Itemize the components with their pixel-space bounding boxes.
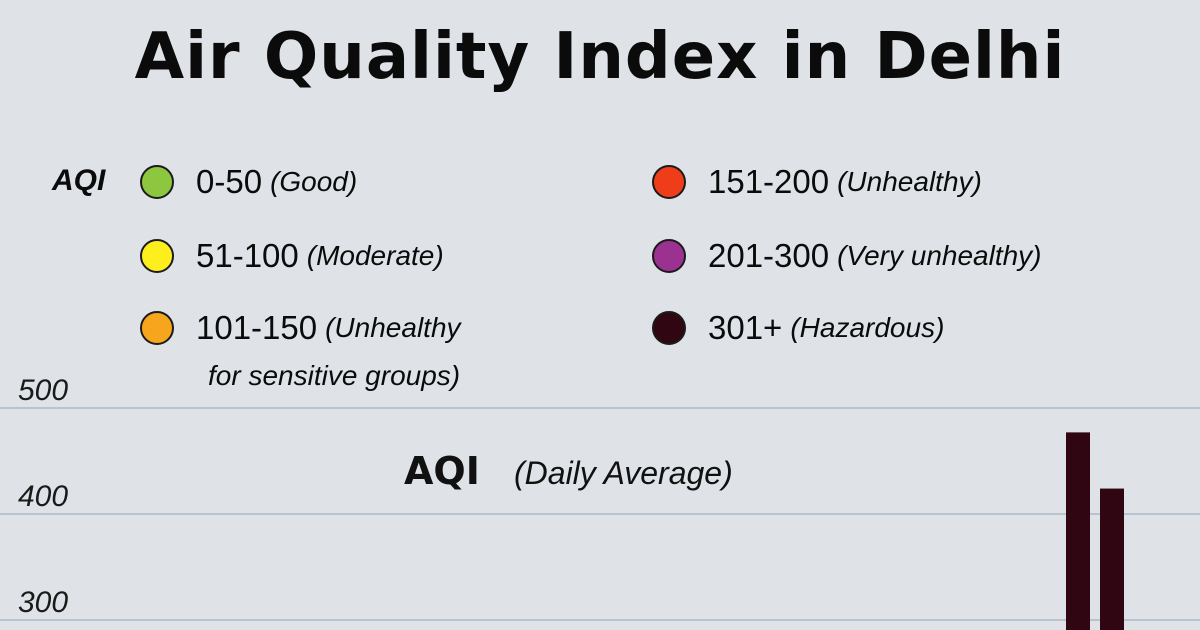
legend-item-very-unhealthy: 201-300 (Very unhealthy) xyxy=(652,236,1042,276)
legend-dot-unhealthy xyxy=(652,165,686,199)
legend-dot-hazardous xyxy=(652,311,686,345)
legend-desc-moderate: (Moderate) xyxy=(306,240,444,271)
legend-range-unhealthy: 151-200 xyxy=(708,163,830,200)
chart-subtitle-note: (Daily Average) xyxy=(514,455,733,491)
legend-desc-unhealthy-sensitive-line2: for sensitive groups) xyxy=(208,360,461,391)
legend-item-good: 0-50 (Good) xyxy=(140,162,357,202)
legend-range-unhealthy-sensitive: 101-150 xyxy=(196,309,318,346)
legend-range-moderate: 51-100 xyxy=(196,237,299,274)
chart-subtitle-main: AQI xyxy=(404,449,480,493)
legend-dot-very-unhealthy xyxy=(652,239,686,273)
gridlines xyxy=(0,407,1200,621)
legend-desc-unhealthy-sensitive: (Unhealthy xyxy=(325,312,461,343)
page-title: Air Quality Index in Delhi xyxy=(134,20,1066,94)
legend-range-hazardous: 301+ xyxy=(708,309,783,346)
legend-item-unhealthy: 151-200 (Unhealthy) xyxy=(652,162,982,202)
bar-2 xyxy=(1100,488,1124,630)
y-tick-label-300: 300 xyxy=(18,586,68,619)
y-tick-labels: 500 400 300 xyxy=(18,374,68,619)
y-tick-label-500: 500 xyxy=(18,374,68,407)
legend-item-moderate: 51-100 (Moderate) xyxy=(140,236,444,276)
legend-desc-unhealthy: (Unhealthy) xyxy=(837,166,982,197)
legend-item-hazardous: 301+ (Hazardous) xyxy=(652,308,944,348)
y-tick-label-400: 400 xyxy=(18,480,68,513)
legend-label: AQI xyxy=(52,164,106,197)
legend-desc-hazardous: (Hazardous) xyxy=(790,312,945,343)
legend-dot-good xyxy=(140,165,174,199)
legend-dot-moderate xyxy=(140,239,174,273)
bars xyxy=(1066,432,1124,630)
legend-desc-very-unhealthy: (Very unhealthy) xyxy=(837,240,1042,271)
legend-range-good: 0-50 xyxy=(196,163,263,200)
legend-desc-good: (Good) xyxy=(270,166,358,197)
legend-item-unhealthy-sensitive: 101-150 (Unhealthy xyxy=(140,308,461,348)
legend-dot-unhealthy-sensitive xyxy=(140,311,174,345)
legend-range-very-unhealthy: 201-300 xyxy=(708,237,830,274)
bar-1 xyxy=(1066,432,1090,630)
